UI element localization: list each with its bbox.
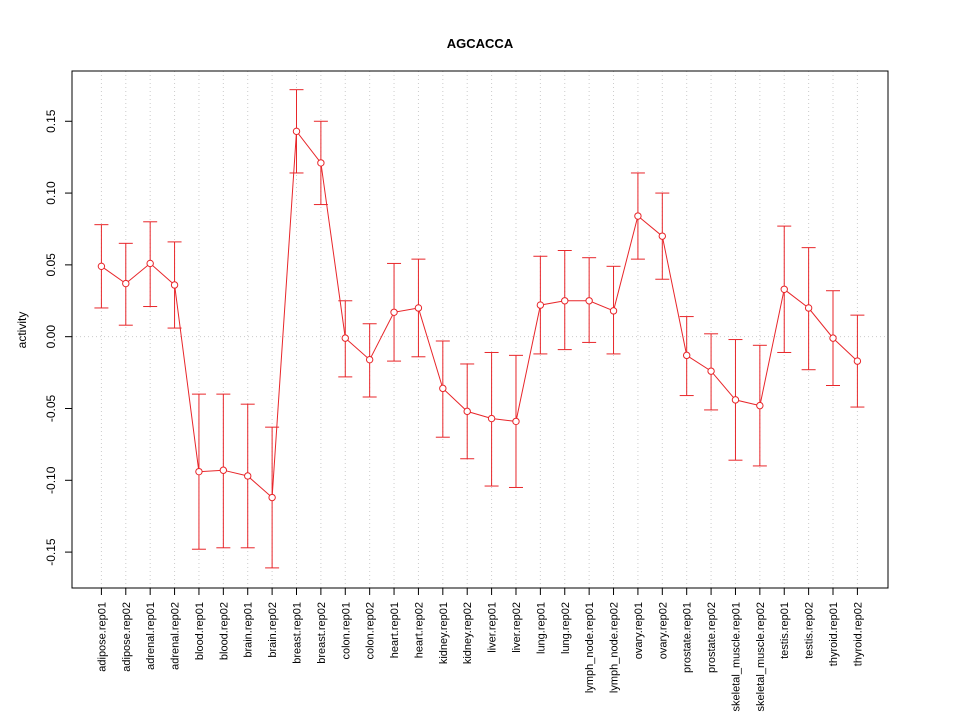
x-tick-label: liver.rep01 [487,602,499,653]
data-point [829,334,837,342]
x-tick-label: blood.rep01 [194,602,206,660]
x-tick-label: colon.rep02 [365,602,377,660]
data-point [634,212,642,220]
data-point [146,259,154,268]
data-point [268,493,276,502]
data-point [536,301,545,309]
x-axis: adipose.rep01 adipose.rep02 adrenal.rep01 a… [96,587,864,711]
data-point [390,308,398,316]
data-point [585,297,593,305]
grid-layer [72,71,888,588]
data-point [609,307,618,315]
x-tick-label: testis.rep01 [779,602,791,659]
x-tick-label: lung.rep02 [560,602,572,654]
x-tick-label: thyroid.rep02 [852,602,864,666]
x-tick-label: brain.rep02 [267,602,279,658]
x-tick-label: brain.rep01 [243,602,255,658]
data-point [341,334,349,342]
plot-frame [71,70,889,589]
data-point [853,357,862,365]
x-tick-label: lung.rep01 [535,602,547,654]
series-line [101,129,858,499]
x-tick-label: kidney.rep01 [438,602,450,664]
data-point [195,467,203,476]
x-tick-label: blood.rep02 [218,602,230,660]
x-tick-label: skeletal_muscle.rep02 [755,602,767,711]
data-point [463,407,471,416]
data-point [731,396,740,404]
data-point [365,355,374,364]
data-point [804,304,813,312]
data-point [658,232,667,240]
x-tick-label: adrenal.rep01 [145,602,157,670]
x-tick-label: kidney.rep02 [462,602,474,664]
data-point [292,127,301,136]
x-tick-label: skeletal_muscle.rep01 [730,602,742,711]
y-axis-label: activity [15,312,29,349]
data-point [682,351,691,360]
y-tick-label: -0.10 [44,466,58,494]
data-point [219,466,228,474]
y-tick-label: 0.00 [44,325,58,349]
data-point [756,401,764,410]
data-point [97,262,106,271]
x-tick-label: colon.rep01 [340,602,352,660]
data-point [561,297,569,305]
y-tick-label: 0.10 [44,181,58,205]
x-tick-label: prostate.rep01 [682,602,694,673]
data-point [244,472,252,480]
x-tick-label: adipose.rep01 [96,602,108,672]
y-tick-label: 0.15 [44,109,58,133]
error-bars [94,89,865,569]
y-tick-label: 0.05 [44,253,58,277]
data-point [487,414,496,423]
data-point [439,384,447,393]
x-tick-label: lymph_node.rep02 [609,602,621,693]
x-tick-label: lymph_node.rep01 [584,602,596,693]
data-point [707,367,715,375]
x-tick-label: breast.rep01 [291,602,303,664]
data-point [170,281,179,289]
x-tick-label: adrenal.rep02 [170,602,182,670]
data-point [414,304,423,312]
chart-title: AGCACCA [447,36,514,51]
x-tick-label: breast.rep02 [316,602,328,664]
x-tick-label: heart.rep02 [413,602,425,658]
x-tick-label: ovary.rep01 [633,602,645,659]
series-polyline [101,129,858,499]
x-tick-label: liver.rep02 [511,602,523,653]
x-tick-label: thyroid.rep01 [828,602,840,666]
data-point [122,279,130,288]
y-axis: -0.15 -0.10 -0.05 0.00 0.05 0.10 0.15 [44,109,73,566]
x-tick-label: prostate.rep02 [706,602,718,673]
x-tick-label: adipose.rep02 [121,602,133,672]
y-tick-label: -0.15 [44,538,58,566]
data-point [512,417,520,426]
x-tick-label: heart.rep01 [389,602,401,658]
y-tick-label: -0.05 [44,394,58,422]
data-point [317,159,325,167]
x-tick-label: testis.rep02 [804,602,816,659]
data-points [97,127,862,502]
x-tick-label: ovary.rep02 [657,602,669,659]
data-point [780,285,788,293]
